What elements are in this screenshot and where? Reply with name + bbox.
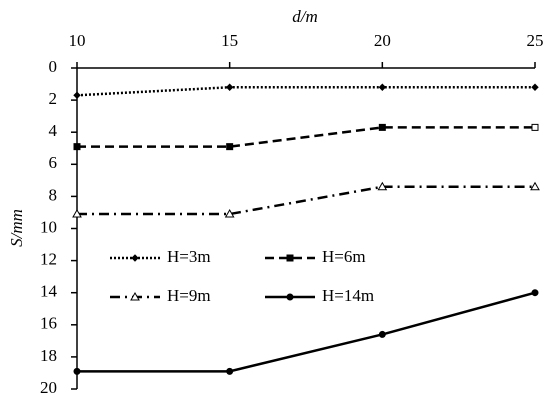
marker bbox=[226, 143, 234, 151]
x-tick-label: 10 bbox=[69, 31, 86, 50]
marker bbox=[286, 254, 294, 262]
marker bbox=[531, 289, 539, 297]
legend-label: H=6m bbox=[322, 247, 366, 266]
marker bbox=[225, 83, 234, 91]
marker bbox=[530, 181, 540, 191]
marker bbox=[378, 330, 386, 338]
y-tick-label: 0 bbox=[49, 57, 58, 76]
x-tick-label: 15 bbox=[221, 31, 238, 50]
marker bbox=[72, 209, 82, 218]
marker bbox=[73, 91, 81, 99]
marker bbox=[130, 291, 140, 301]
y-tick-label: 20 bbox=[40, 378, 57, 397]
marker bbox=[531, 83, 539, 91]
y-tick-label: 6 bbox=[49, 153, 58, 172]
marker bbox=[224, 209, 235, 218]
y-axis-label: S/mm bbox=[7, 209, 26, 247]
y-tick-label: 2 bbox=[49, 89, 58, 108]
y-tick-label: 16 bbox=[40, 314, 57, 333]
marker bbox=[378, 83, 387, 91]
marker bbox=[531, 123, 539, 131]
series-line bbox=[77, 291, 536, 373]
marker bbox=[73, 143, 81, 151]
marker bbox=[73, 367, 81, 375]
marker bbox=[378, 123, 386, 131]
legend-label: H=3m bbox=[167, 247, 211, 266]
series-line bbox=[77, 126, 535, 148]
marker bbox=[226, 367, 234, 375]
x-tick-label: 20 bbox=[374, 31, 391, 50]
y-tick-label: 14 bbox=[40, 282, 58, 301]
marker bbox=[131, 254, 139, 262]
series-line bbox=[76, 86, 535, 97]
y-tick-label: 12 bbox=[40, 250, 57, 269]
marker bbox=[377, 181, 388, 191]
x-tick-label: 25 bbox=[527, 31, 544, 50]
series-line bbox=[77, 185, 535, 216]
x-axis-label: d/m bbox=[292, 7, 318, 26]
y-tick-label: 10 bbox=[40, 217, 57, 236]
y-tick-label: 18 bbox=[40, 346, 57, 365]
y-tick-label: 8 bbox=[49, 185, 58, 204]
y-tick-label: 4 bbox=[49, 121, 58, 140]
marker bbox=[286, 293, 294, 301]
legend-label: H=14m bbox=[322, 286, 374, 305]
legend-label: H=9m bbox=[167, 286, 211, 305]
